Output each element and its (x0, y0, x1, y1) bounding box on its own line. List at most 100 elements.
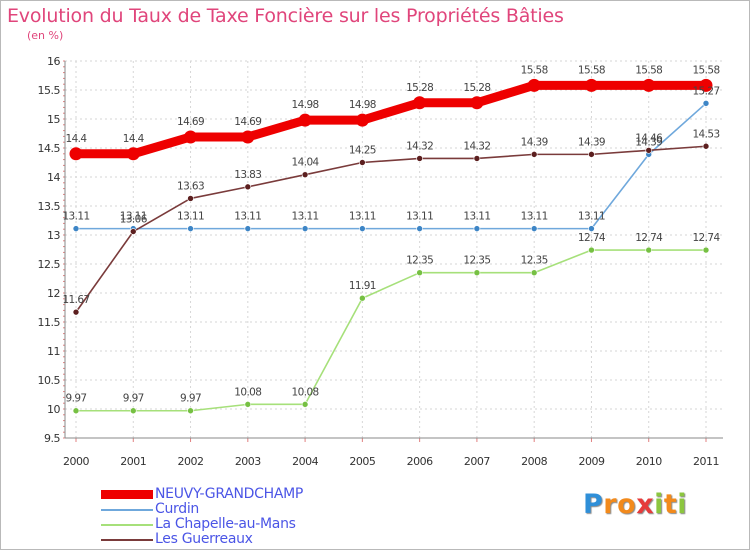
data-point (416, 269, 423, 277)
data-point (473, 269, 481, 277)
x-tick-label: 2002 (178, 455, 204, 468)
data-label: 15.58 (578, 64, 605, 76)
data-point (359, 225, 366, 232)
y-tick-label: 13 (47, 229, 60, 242)
data-label: 13.11 (177, 211, 204, 223)
data-point (359, 294, 366, 302)
legend-label: La Chapelle-au-Mans (155, 516, 296, 532)
y-tick-label: 16 (47, 55, 60, 68)
brand-letter: r (603, 489, 618, 520)
data-label: 9.97 (66, 393, 87, 405)
data-label: 14.39 (635, 136, 662, 148)
data-label: 14.39 (578, 136, 605, 148)
data-label: 14.53 (692, 128, 719, 140)
data-point (588, 225, 595, 232)
data-label: 13.11 (349, 211, 376, 223)
x-tick-label: 2011 (693, 455, 719, 468)
data-label: 14.04 (292, 157, 320, 169)
data-point (413, 96, 427, 110)
legend-swatch (101, 490, 153, 499)
data-label: 15.58 (635, 64, 662, 76)
series-line (71, 80, 711, 159)
data-label: 13.11 (578, 211, 605, 223)
data-label: 13.63 (177, 180, 204, 192)
data-label: 14.32 (406, 140, 433, 152)
y-tick-label: 13.5 (38, 200, 61, 213)
data-point (416, 225, 423, 232)
y-tick-label: 12 (47, 287, 60, 300)
series-line (75, 145, 707, 313)
y-tick-label: 11 (47, 345, 60, 358)
data-label: 14.4 (123, 133, 145, 145)
data-point (244, 183, 252, 191)
y-tick-label: 12.5 (38, 258, 61, 271)
data-label: 10.08 (234, 386, 261, 398)
data-label: 12.74 (692, 232, 720, 244)
legend-label: Les Guerreaux (155, 531, 253, 547)
data-label: 14.98 (349, 99, 376, 111)
data-label: 14.69 (177, 116, 204, 128)
data-point (645, 147, 653, 154)
data-point (187, 195, 194, 202)
data-label: 15.28 (406, 82, 433, 94)
brand-letter: x (636, 489, 655, 520)
data-point (72, 407, 80, 415)
data-point (301, 401, 309, 408)
y-tick-label: 14.5 (38, 142, 61, 155)
data-point (129, 407, 137, 415)
data-label: 15.27 (692, 85, 719, 97)
data-label: 15.58 (521, 64, 548, 76)
y-tick-label: 10 (47, 403, 60, 416)
data-point (244, 225, 252, 232)
data-point (301, 171, 309, 178)
x-tick-label: 2003 (235, 455, 261, 468)
data-point (298, 113, 312, 127)
chart-title: Evolution du Taux de Taxe Foncière sur l… (7, 5, 564, 27)
data-label: 14.39 (521, 136, 548, 148)
data-label: 13.11 (234, 211, 261, 223)
data-point (642, 78, 656, 92)
data-point (470, 96, 484, 110)
legend-label: NEUVY-GRANDCHAMP (155, 486, 304, 502)
x-tick-label: 2005 (349, 455, 375, 468)
data-label: 13.11 (62, 211, 89, 223)
x-tick-label: 2009 (578, 455, 604, 468)
data-point (301, 225, 309, 232)
y-tick-label: 10.5 (38, 374, 61, 387)
data-label: 11.91 (349, 280, 376, 292)
data-label: 14.25 (349, 145, 376, 157)
data-point (473, 225, 481, 232)
data-label: 14.32 (463, 140, 490, 152)
data-label: 13.11 (463, 211, 490, 223)
data-point (702, 142, 710, 150)
data-label: 13.11 (406, 211, 433, 223)
brand-letter: t (663, 489, 678, 520)
x-tick-label: 2001 (120, 455, 146, 468)
x-tick-label: 2000 (63, 455, 89, 468)
data-point (359, 159, 366, 166)
data-label: 14.46 (635, 132, 663, 144)
data-point (584, 78, 598, 92)
data-point (588, 151, 595, 158)
x-tick-label: 2010 (636, 455, 662, 468)
legend-label: Curdin (155, 501, 200, 517)
data-point (699, 78, 713, 92)
data-label: 12.74 (578, 232, 606, 244)
brand-letter: o (617, 489, 637, 520)
data-point (530, 151, 538, 158)
data-point (588, 246, 595, 254)
x-tick-label: 2008 (521, 455, 547, 468)
y-tick-label: 11.5 (38, 316, 61, 329)
series-line (75, 249, 707, 412)
data-point (129, 228, 137, 235)
legend-swatch (101, 539, 153, 541)
data-point (530, 225, 538, 232)
data-label: 9.97 (180, 393, 201, 405)
data-point (184, 130, 198, 144)
data-label: 13.11 (292, 211, 319, 223)
data-label: 12.74 (635, 232, 663, 244)
legend-swatch (101, 524, 153, 526)
data-label: 13.83 (234, 169, 261, 181)
